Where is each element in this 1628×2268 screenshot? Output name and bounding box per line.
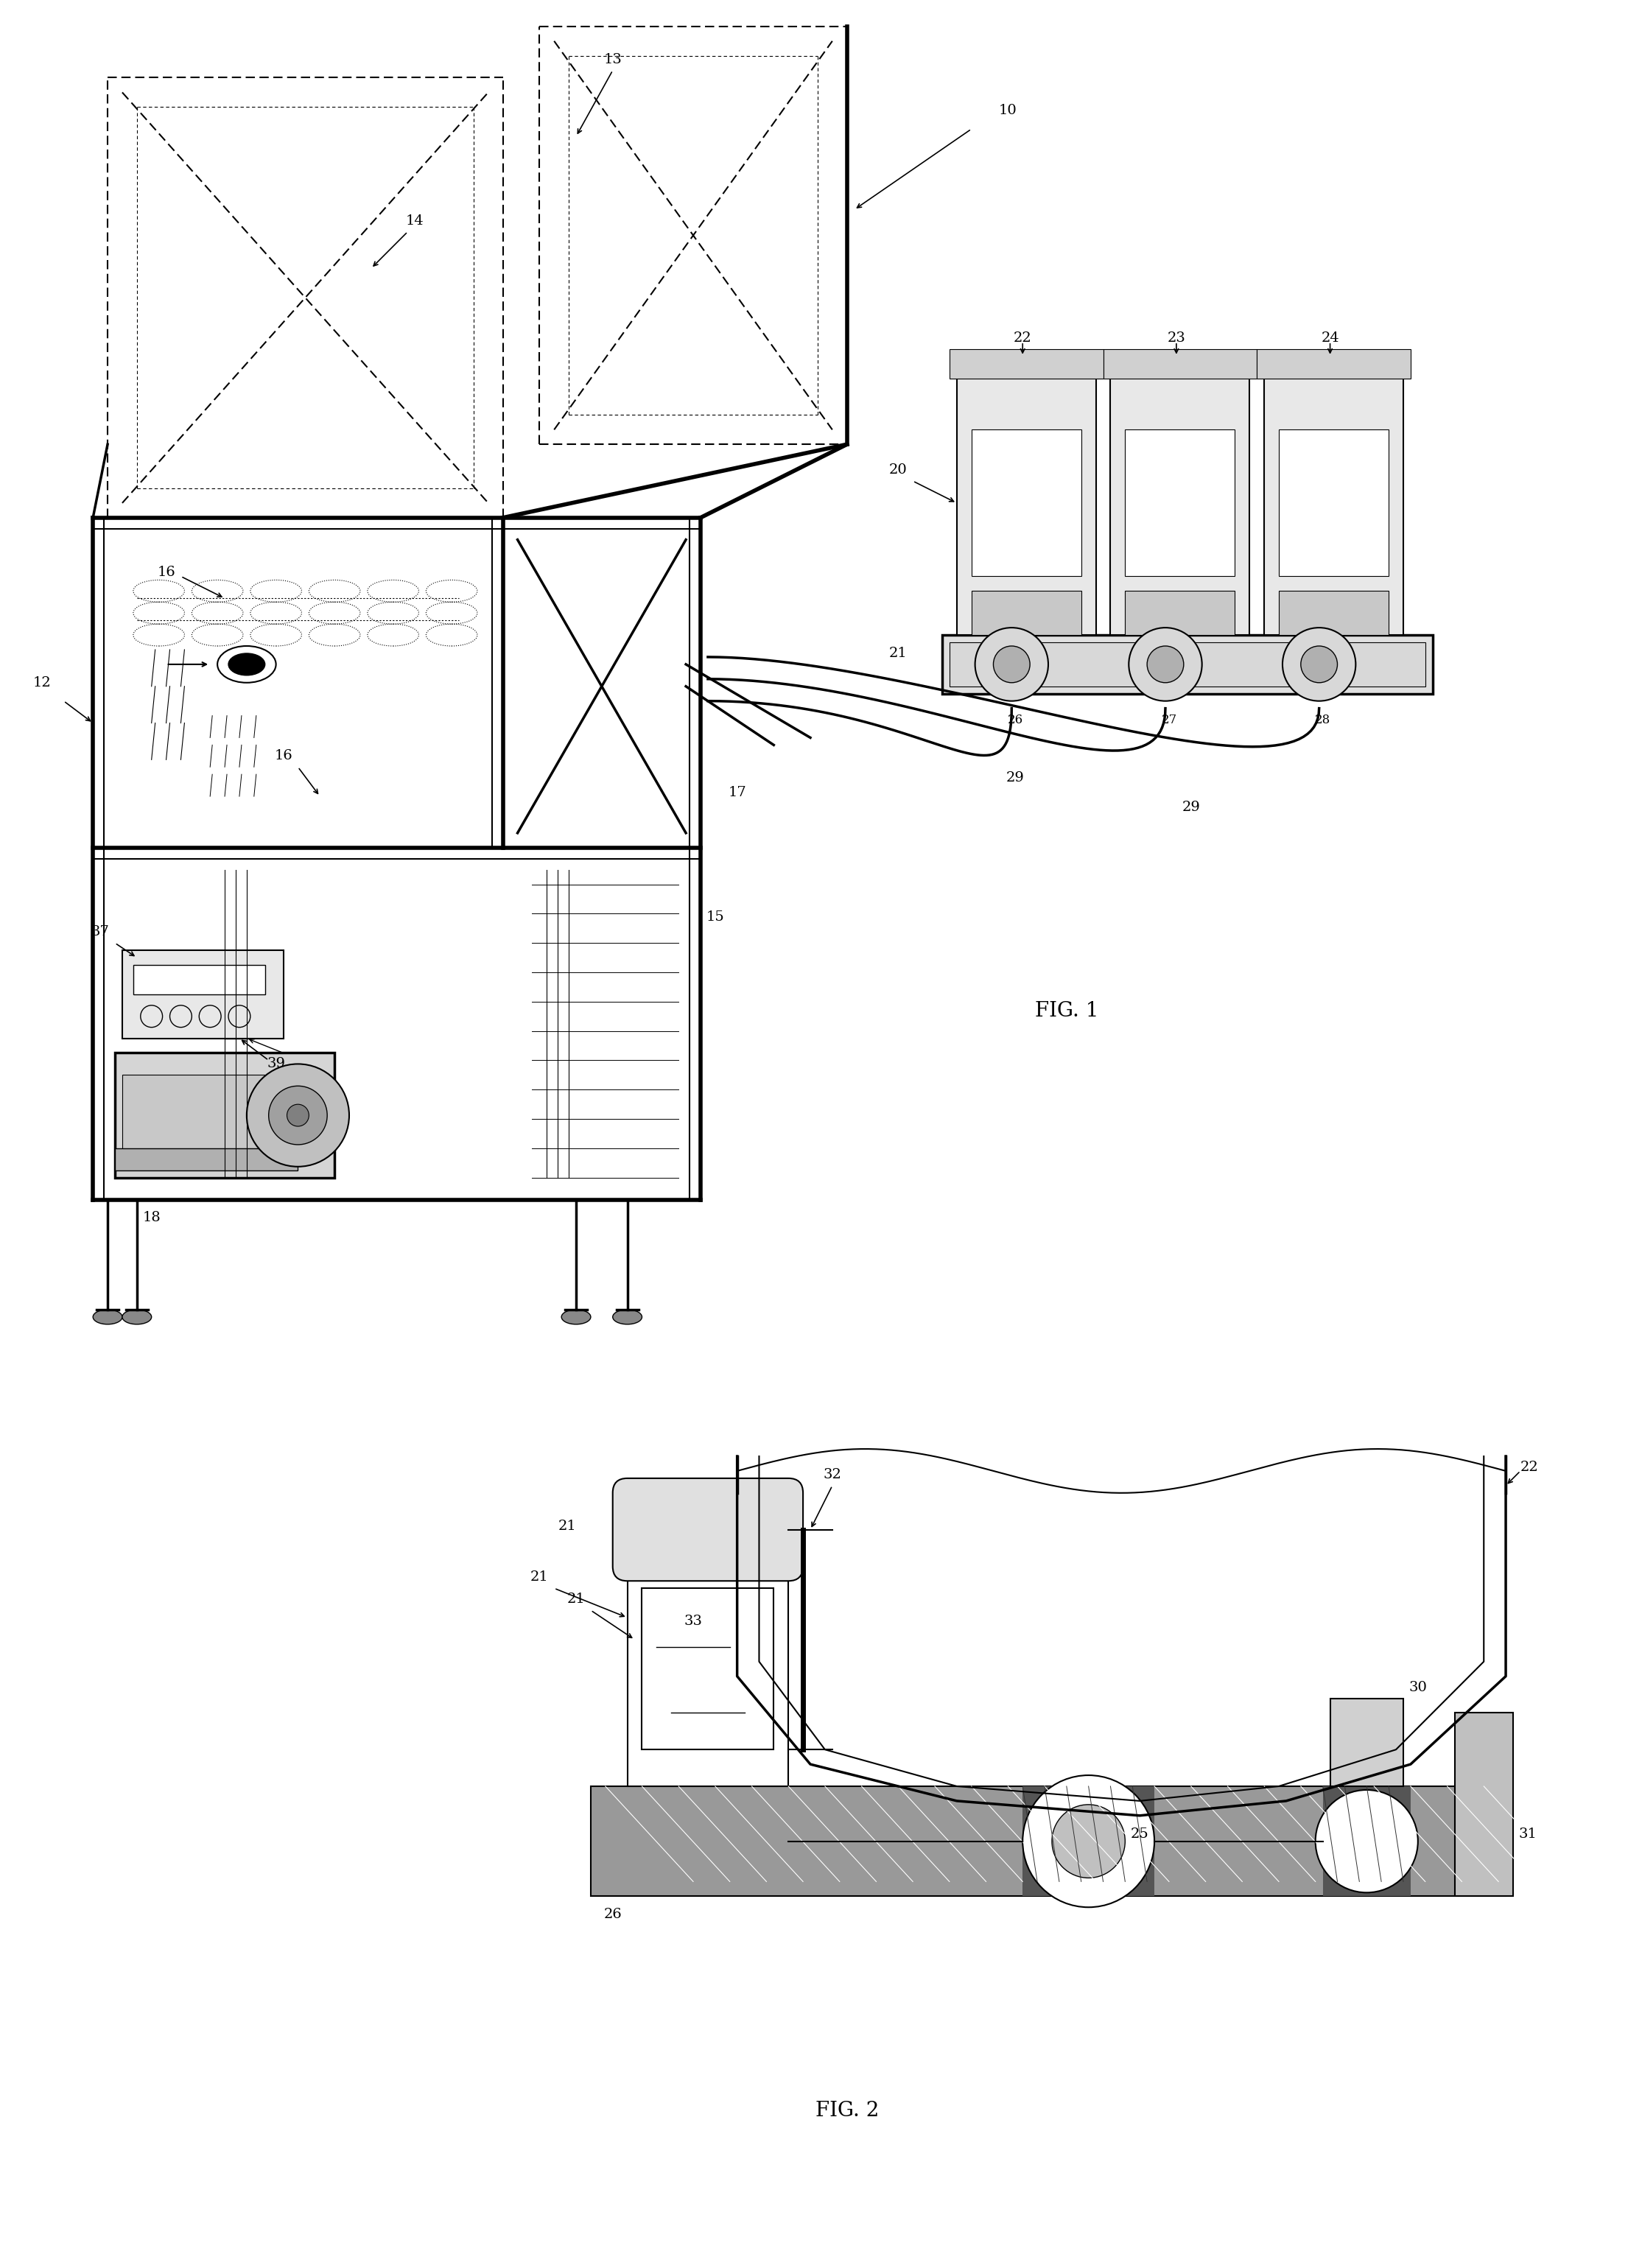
Circle shape bbox=[1315, 1789, 1418, 1892]
Bar bbox=[1110, 356, 1250, 635]
Circle shape bbox=[1283, 628, 1356, 701]
Bar bbox=[1125, 429, 1236, 576]
Text: 29: 29 bbox=[1182, 801, 1200, 814]
Bar bbox=[1280, 429, 1389, 576]
Bar bbox=[122, 950, 283, 1039]
Text: 14: 14 bbox=[405, 213, 425, 227]
Bar bbox=[1454, 1712, 1512, 1896]
Text: 10: 10 bbox=[1000, 104, 1018, 118]
Text: 20: 20 bbox=[889, 463, 907, 476]
Text: 16: 16 bbox=[156, 567, 176, 578]
Text: 37: 37 bbox=[91, 925, 109, 939]
Bar bbox=[1265, 356, 1403, 635]
Bar bbox=[1104, 349, 1257, 379]
Text: 21: 21 bbox=[889, 646, 907, 660]
Bar bbox=[1125, 592, 1236, 635]
Text: 27: 27 bbox=[1161, 714, 1177, 726]
Text: 31: 31 bbox=[1519, 1828, 1537, 1842]
Circle shape bbox=[975, 628, 1048, 701]
Bar bbox=[943, 635, 1433, 694]
Text: 25: 25 bbox=[1130, 1828, 1149, 1842]
Ellipse shape bbox=[93, 1309, 122, 1325]
Bar bbox=[1324, 1787, 1410, 1896]
Text: 32: 32 bbox=[824, 1467, 842, 1481]
Circle shape bbox=[993, 646, 1031, 683]
Ellipse shape bbox=[228, 653, 265, 676]
Text: 30: 30 bbox=[1408, 1681, 1428, 1694]
Bar bbox=[116, 1052, 334, 1177]
Bar bbox=[122, 1075, 269, 1163]
Circle shape bbox=[1128, 628, 1201, 701]
Text: 23: 23 bbox=[1167, 331, 1185, 345]
Bar bbox=[1022, 1787, 1089, 1896]
Circle shape bbox=[1052, 1805, 1125, 1878]
Bar bbox=[627, 1508, 788, 1787]
Circle shape bbox=[1301, 646, 1337, 683]
Text: 39: 39 bbox=[267, 1057, 285, 1070]
Circle shape bbox=[1022, 1776, 1154, 1907]
Circle shape bbox=[247, 1064, 348, 1166]
Bar bbox=[1280, 592, 1389, 635]
Bar bbox=[972, 429, 1081, 576]
Text: 12: 12 bbox=[33, 676, 50, 689]
Text: 22: 22 bbox=[1521, 1461, 1538, 1474]
Bar bbox=[641, 1588, 773, 1749]
Text: FIG. 2: FIG. 2 bbox=[816, 2100, 879, 2121]
Text: 22: 22 bbox=[1014, 331, 1032, 345]
Text: 24: 24 bbox=[1320, 331, 1340, 345]
Circle shape bbox=[287, 1105, 309, 1127]
Text: 29: 29 bbox=[1006, 771, 1024, 785]
Bar bbox=[1330, 1699, 1403, 1787]
Text: 21: 21 bbox=[567, 1592, 584, 1606]
Circle shape bbox=[269, 1086, 327, 1145]
Text: 21: 21 bbox=[558, 1520, 576, 1533]
Bar bbox=[949, 642, 1424, 687]
Text: FIG. 1: FIG. 1 bbox=[1035, 1000, 1099, 1021]
Text: 13: 13 bbox=[604, 52, 622, 66]
Bar bbox=[1257, 349, 1410, 379]
Bar bbox=[133, 964, 265, 993]
Bar bbox=[949, 349, 1104, 379]
Text: 21: 21 bbox=[531, 1572, 549, 1583]
Ellipse shape bbox=[612, 1309, 641, 1325]
Circle shape bbox=[1148, 646, 1184, 683]
Text: 26: 26 bbox=[604, 1907, 622, 1921]
Text: 18: 18 bbox=[142, 1211, 161, 1225]
Bar bbox=[957, 356, 1096, 635]
Bar bbox=[591, 1787, 1506, 1896]
FancyBboxPatch shape bbox=[612, 1479, 803, 1581]
Text: 28: 28 bbox=[1315, 714, 1330, 726]
Ellipse shape bbox=[122, 1309, 151, 1325]
Bar bbox=[972, 592, 1081, 635]
Ellipse shape bbox=[562, 1309, 591, 1325]
Text: 17: 17 bbox=[728, 787, 746, 798]
Text: 33: 33 bbox=[684, 1615, 702, 1628]
Text: 15: 15 bbox=[707, 912, 724, 923]
Text: 16: 16 bbox=[274, 748, 293, 762]
Bar bbox=[1089, 1787, 1154, 1896]
Text: 26: 26 bbox=[1008, 714, 1022, 726]
Bar bbox=[116, 1148, 298, 1170]
